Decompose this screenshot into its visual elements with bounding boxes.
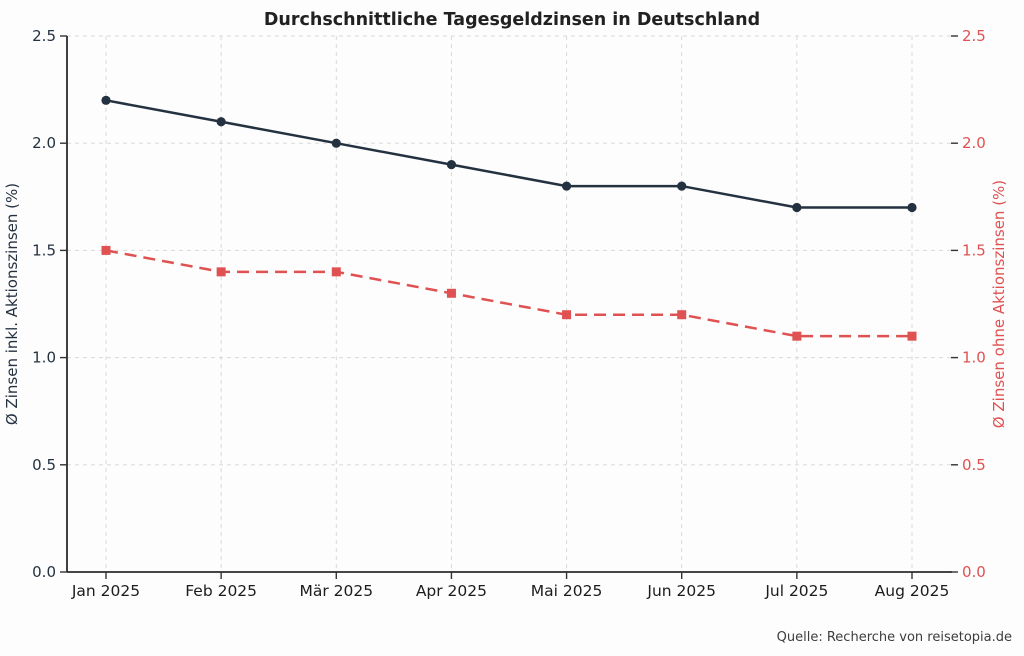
data-point-marker: [677, 310, 687, 320]
x-tick-label: Mär 2025: [299, 582, 373, 600]
data-point-marker: [101, 95, 111, 105]
y-axis-label-left: Ø Zinsen inkl. Aktionszinsen (%): [3, 183, 21, 425]
data-point-marker: [216, 117, 226, 127]
chart-title: Durchschnittliche Tagesgeldzinsen in Deu…: [264, 10, 760, 30]
data-point-marker: [561, 181, 572, 191]
y-axis-label-right: Ø Zinsen ohne Aktionszinsen (%): [990, 180, 1008, 428]
x-tick-label: Apr 2025: [416, 582, 487, 600]
x-tick-label: Feb 2025: [185, 582, 257, 600]
data-point-marker: [331, 267, 341, 277]
data-point-marker: [331, 138, 341, 148]
y-tick-label-right: 1.5: [962, 241, 986, 259]
y-tick-label-right: 1.0: [962, 349, 986, 367]
y-tick-label-right: 0.0: [962, 563, 986, 581]
data-point-marker: [677, 181, 687, 191]
data-point-marker: [446, 288, 456, 298]
x-tick-label: Jan 2025: [71, 582, 140, 600]
plot-area: 0.0 0.0 0.5 0.5 1.0 1.0 1.5 1.5 2.0 2.0 2.5 2.5 Jan …: [32, 27, 986, 600]
data-point-marker: [216, 267, 226, 277]
data-point-marker: [792, 202, 802, 213]
y-tick-label-left: 0.5: [32, 456, 56, 474]
data-point-marker: [101, 245, 111, 255]
y-tick-label-left: 2.0: [32, 134, 56, 152]
y-tick-label-left: 2.5: [32, 27, 56, 45]
y-tick-label-left: 1.0: [32, 349, 56, 367]
y-tick-label-right: 2.5: [962, 27, 986, 45]
x-tick-label: Aug 2025: [875, 582, 950, 600]
data-point-marker: [792, 331, 802, 341]
series-line-0: [105, 99, 912, 209]
x-tick-label: Jun 2025: [646, 582, 716, 600]
y-tick-label-left: 0.0: [32, 563, 56, 581]
source-note: Quelle: Recherche von reisetopia.de: [777, 630, 1012, 645]
data-point-marker: [562, 310, 572, 320]
series-line-1: [105, 249, 912, 338]
data-point-marker: [907, 331, 917, 341]
data-point-marker: [446, 160, 457, 170]
y-tick-label-left: 1.5: [32, 241, 56, 259]
x-tick-label: Mai 2025: [531, 582, 603, 600]
y-tick-label-right: 2.0: [962, 134, 986, 152]
x-tick-label: Jul 2025: [764, 582, 828, 600]
data-point-marker: [907, 202, 917, 213]
y-tick-label-right: 0.5: [962, 456, 986, 474]
